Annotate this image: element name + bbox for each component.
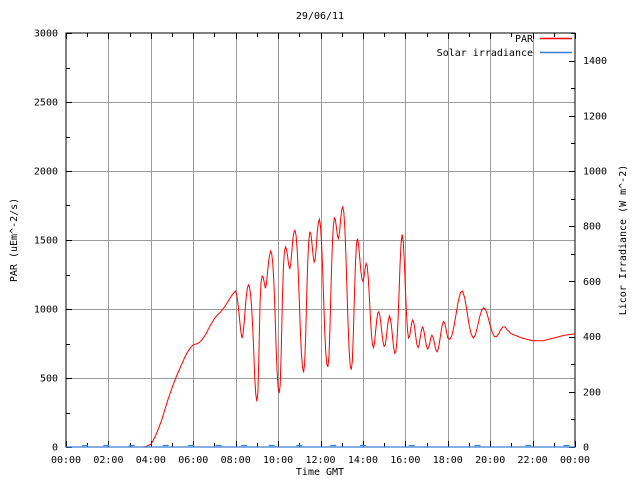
series-line-par: [66, 205, 576, 448]
x-axis-tick-labels: 00:00 02:00 04:00 06:00 08:00 10:00 12:00 14:00…: [51, 455, 590, 466]
y-tick-label: 1000: [34, 305, 58, 316]
y-tick-label: 500: [40, 374, 58, 385]
chart-title: 29/06/11: [296, 11, 344, 22]
y2-tick-label: 200: [583, 387, 601, 398]
x-tick-label: 06:00: [178, 455, 208, 466]
x-axis-title: Time GMT: [296, 467, 344, 478]
x-tick-label: 00:00: [51, 455, 81, 466]
y-tick-label: 2000: [34, 167, 58, 178]
x-tick-label: 20:00: [475, 455, 505, 466]
y-axis-tick-labels: 0 500 1000 1500 2000 2500 3000: [34, 29, 58, 454]
y-axis-title: PAR (uEm^-2/s): [9, 198, 20, 282]
x-tick-label: 08:00: [221, 455, 251, 466]
y2-tick-label: 1400: [583, 56, 607, 67]
y-tick-label: 3000: [34, 29, 58, 40]
x-tick-label: 12:00: [305, 455, 335, 466]
x-tick-label: 04:00: [136, 455, 166, 466]
x-tick-label: 18:00: [433, 455, 463, 466]
y2-axis-title: Licor Irradiance (W m^-2): [618, 165, 629, 316]
legend-label-solar-irradiance: Solar irradiance: [437, 48, 533, 59]
y2-tick-label: 0: [583, 443, 589, 454]
y2-tick-label: 1200: [583, 111, 607, 122]
y2-tick-label: 1000: [583, 167, 607, 178]
axis-tickmarks: [66, 33, 576, 448]
y2-tick-label: 800: [583, 222, 601, 233]
data-series-layer: [66, 205, 576, 448]
gridlines: [66, 33, 575, 447]
x-tick-label: 22:00: [518, 455, 548, 466]
y-tick-label: 0: [52, 443, 58, 454]
y-tick-label: 1500: [34, 236, 58, 247]
y2-tick-label: 400: [583, 332, 601, 343]
y-tick-label: 2500: [34, 98, 58, 109]
x-tick-label: 14:00: [348, 455, 378, 466]
x-tick-label: 00:00: [560, 455, 590, 466]
chart-legend: PAR Solar irradiance: [437, 34, 572, 59]
y2-tick-label: 600: [583, 277, 601, 288]
x-tick-label: 16:00: [390, 455, 420, 466]
x-tick-label: 02:00: [93, 455, 123, 466]
y2-axis-tick-labels: 0 200 400 600 800 1000 1200 1400: [583, 56, 607, 453]
legend-label-par: PAR: [515, 34, 534, 45]
x-tick-label: 10:00: [263, 455, 293, 466]
